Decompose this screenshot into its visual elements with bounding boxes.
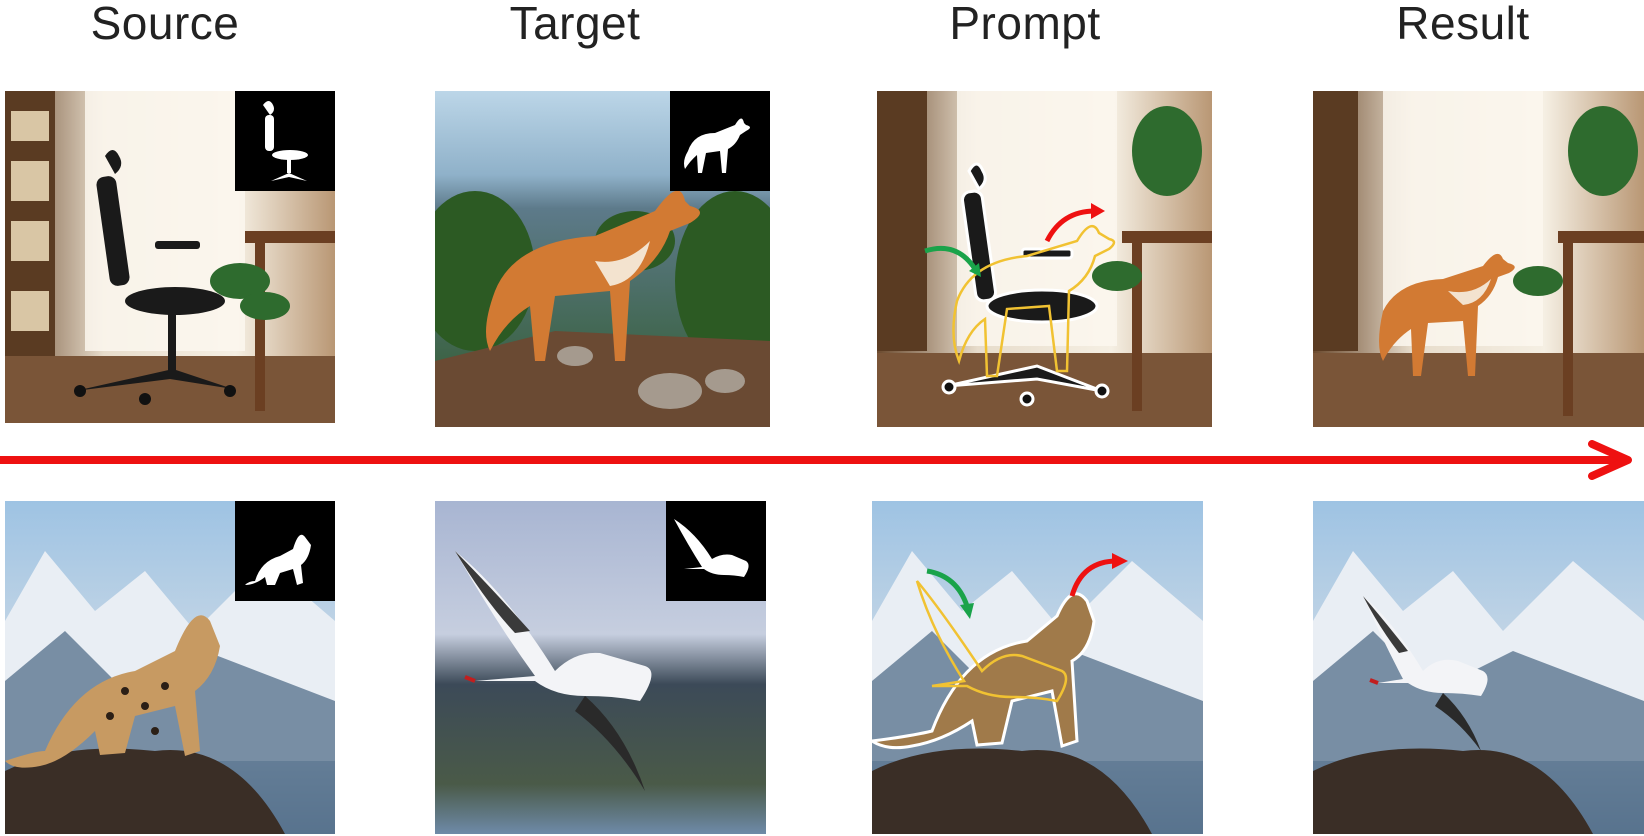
source-image-row2	[5, 501, 335, 834]
cat-silhouette-icon	[245, 534, 311, 585]
target-image-row2	[435, 501, 766, 834]
prompt-image-row2	[872, 501, 1203, 834]
timeline-arrow	[0, 440, 1632, 480]
result-image-row1	[1313, 91, 1644, 427]
source-image-row1	[5, 91, 335, 423]
result-image-row2	[1313, 501, 1644, 834]
column-header-target: Target	[509, 0, 641, 49]
mask-inset-dog	[670, 91, 770, 191]
mask-inset-bird	[666, 501, 766, 601]
prompt-image-row1	[877, 91, 1212, 427]
bird-silhouette-icon	[674, 519, 749, 577]
chair-silhouette-icon	[263, 101, 308, 181]
dog-silhouette-icon	[684, 118, 750, 173]
column-header-source: Source	[90, 0, 240, 49]
mask-inset-chair	[235, 91, 335, 191]
mask-inset-cat	[235, 501, 335, 601]
column-header-result: Result	[1396, 0, 1530, 49]
column-header-prompt: Prompt	[949, 0, 1101, 49]
target-image-row1	[435, 91, 770, 427]
